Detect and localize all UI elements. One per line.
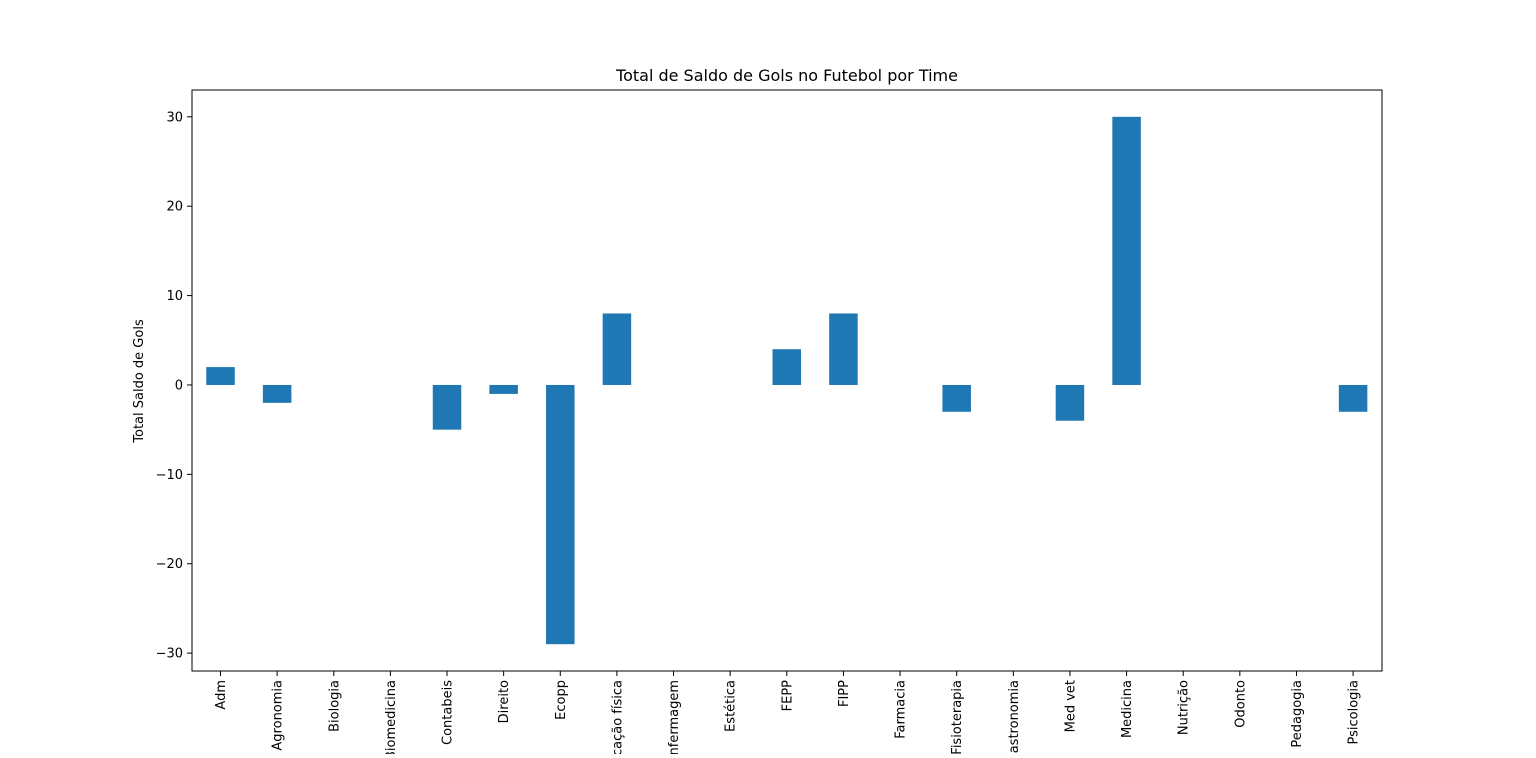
x-axis: Adm Agronomia Biologia Biomedicina Contabeis… — [214, 671, 1362, 758]
bar-educação-física — [602, 313, 632, 385]
plot-area: 30 20 10 0 −10 −20 −30 Adm Agronomia Biologia Bio… — [156, 89, 1383, 758]
y-axis: 30 20 10 0 −10 −20 −30 — [156, 110, 192, 662]
y-tick-label: −20 — [156, 557, 183, 572]
bar-direito — [489, 384, 518, 394]
bar-contabeis — [432, 384, 462, 430]
bar-fepp — [772, 349, 802, 385]
x-tick-label: Biomedicina — [384, 680, 399, 754]
x-tick-label: Medicina — [1120, 680, 1135, 738]
bar-med-vet — [1055, 384, 1085, 421]
x-tick-label: Biologia — [327, 680, 342, 732]
x-tick-label: Gastronomia — [1007, 680, 1022, 754]
x-tick-label: Fisioterapia — [950, 680, 965, 754]
y-tick-label: −10 — [156, 468, 183, 483]
x-tick-label: FEPP — [780, 680, 795, 712]
x-tick-label: Direito — [497, 680, 512, 723]
x-tick-label: Contabeis — [441, 680, 456, 745]
y-tick-label: 10 — [166, 289, 183, 304]
bar-agronomia — [262, 384, 292, 403]
x-tick-label: Agronomia — [271, 680, 286, 751]
x-tick-label: Enfermagem — [667, 680, 682, 754]
bar-ecopp — [546, 384, 575, 645]
bar-medicina — [1112, 116, 1141, 385]
x-tick-label: FIPP — [837, 680, 852, 707]
y-tick-label: 20 — [166, 200, 183, 215]
y-tick-label: −30 — [156, 647, 183, 662]
x-tick-label: Farmacia — [894, 680, 909, 739]
x-tick-label: Educação física — [610, 680, 625, 754]
x-tick-label: Nutrição — [1177, 680, 1192, 735]
x-tick-label: Estética — [724, 680, 739, 732]
y-tick-label: 30 — [166, 110, 183, 125]
x-tick-label: Psicologia — [1347, 680, 1362, 745]
bar-adm — [206, 367, 235, 385]
y-tick-label: 0 — [175, 378, 183, 393]
x-tick-label: Adm — [214, 680, 229, 710]
bar-fisioterapia — [942, 384, 971, 412]
x-tick-label: Pedagogia — [1290, 680, 1305, 748]
x-tick-label: Ecopp — [554, 680, 569, 720]
bar-psicologia — [1338, 384, 1368, 412]
chart-title: Total de Saldo de Gols no Futebol por Ti… — [615, 66, 958, 85]
x-tick-label: Med vet — [1063, 680, 1078, 732]
bar-fipp — [829, 313, 858, 385]
bars-layer — [206, 116, 1368, 645]
y-axis-label: Total Saldo de Gols — [132, 319, 147, 444]
x-tick-label: Odonto — [1233, 680, 1248, 728]
